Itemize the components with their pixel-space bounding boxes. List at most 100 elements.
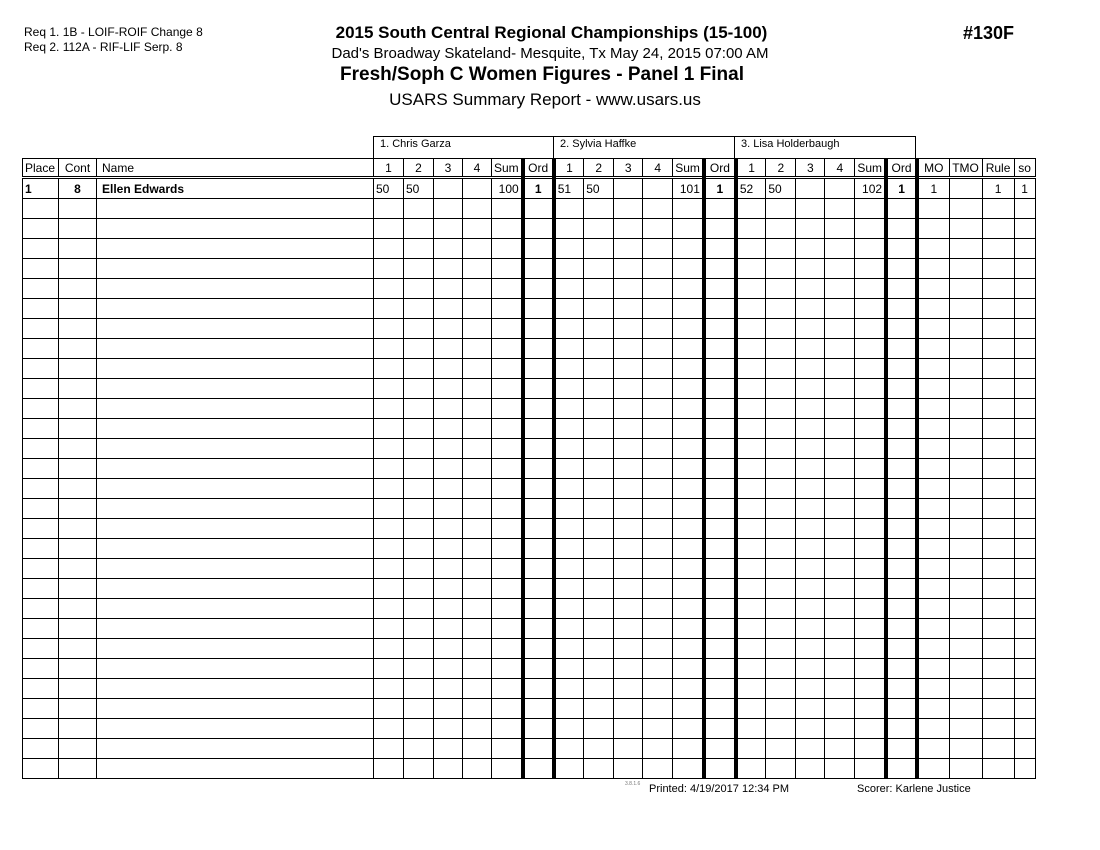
place-cell [22, 498, 59, 519]
judge-1-score-4 [490, 718, 524, 739]
judge-1-score-5 [520, 598, 555, 619]
table-row [22, 338, 1036, 359]
so-cell [1013, 558, 1036, 579]
judge-1-score-3 [462, 198, 492, 219]
judge-3-score-0 [733, 738, 767, 759]
judge-1-score-0 [373, 558, 404, 579]
judge-1-score-1 [403, 198, 434, 219]
judge-2-score-2 [613, 578, 644, 599]
judge-2-score-5 [701, 298, 737, 319]
tmo-cell [948, 378, 983, 399]
col-header-mo: MO [915, 158, 950, 179]
judge-1-score-0 [373, 358, 404, 379]
judge-2-score-5 [701, 418, 737, 439]
judge-3-score-0: 52 [733, 177, 767, 199]
judge-2-score-1 [583, 418, 615, 439]
judge-1-score-4 [490, 378, 524, 399]
judge-1-score-0 [373, 278, 404, 299]
judge-1-score-2 [433, 258, 463, 279]
judge-2-score-1 [583, 558, 615, 579]
judge-3-score-4 [854, 718, 887, 739]
name-cell [96, 358, 374, 379]
judge-1-score-5 [520, 618, 555, 639]
judge-2-score-2 [613, 458, 644, 479]
table-row [22, 378, 1036, 399]
rule-cell [981, 458, 1015, 479]
judge-3-score-5 [884, 718, 918, 739]
col-header-judge-1-3: 4 [462, 158, 492, 179]
judge-1-score-2 [433, 718, 463, 739]
judge-2-score-1 [583, 738, 615, 759]
judge-2-score-0 [551, 358, 585, 379]
judge-2-score-1 [583, 438, 615, 459]
tmo-cell [948, 718, 983, 739]
judge-2-score-2 [613, 198, 644, 219]
judge-1-score-4 [490, 578, 524, 599]
judge-1-score-5 [520, 638, 555, 659]
judge-2-score-3 [642, 358, 674, 379]
judge-1-score-5 [520, 318, 555, 339]
so-cell [1013, 518, 1036, 539]
judge-3-score-0 [733, 358, 767, 379]
judge-1-score-0 [373, 498, 404, 519]
judge-2-score-3 [642, 598, 674, 619]
judge-1-score-0 [373, 418, 404, 439]
mo-cell [915, 538, 950, 559]
judge-1-score-1 [403, 538, 434, 559]
name-cell [96, 738, 374, 759]
tmo-cell [948, 298, 983, 319]
judge-2-score-3 [642, 498, 674, 519]
judge-2-score-0 [551, 498, 585, 519]
judge-2-score-0 [551, 398, 585, 419]
so-cell [1013, 478, 1036, 499]
judge-1-score-2 [433, 758, 463, 779]
judge-1-score-3 [462, 438, 492, 459]
judge-3-score-3 [824, 177, 856, 199]
judge-1-score-4 [490, 658, 524, 679]
judge-1-score-2 [433, 478, 463, 499]
judge-3-score-0 [733, 238, 767, 259]
rule-cell [981, 658, 1015, 679]
judge-2-score-5 [701, 478, 737, 499]
so-cell [1013, 298, 1036, 319]
judge-3-score-5 [884, 458, 918, 479]
judge-2-score-5 [701, 518, 737, 539]
judge-3-score-1 [765, 218, 797, 239]
judge-1-score-4 [490, 418, 524, 439]
col-header-judge-2-4: Sum [672, 158, 705, 179]
judge-3-score-2 [795, 418, 826, 439]
judge-1-score-2 [433, 578, 463, 599]
rule-cell [981, 418, 1015, 439]
judge-3-score-5 [884, 258, 918, 279]
tmo-cell [948, 578, 983, 599]
judge-1-score-1 [403, 258, 434, 279]
judge-3-score-0 [733, 318, 767, 339]
name-cell [96, 698, 374, 719]
judge-3-score-3 [824, 578, 856, 599]
judge-3-score-1 [765, 598, 797, 619]
place-cell [22, 538, 59, 559]
judge-3-score-2 [795, 578, 826, 599]
judge-3-score-3 [824, 558, 856, 579]
table-row [22, 658, 1036, 679]
judge-3-score-0 [733, 658, 767, 679]
judge-2-score-0 [551, 338, 585, 359]
judge-1-score-1 [403, 718, 434, 739]
mo-cell [915, 598, 950, 619]
judge-2-score-1 [583, 758, 615, 779]
judge-3-score-4 [854, 398, 887, 419]
judge-3-score-3 [824, 698, 856, 719]
judge-3-score-5 [884, 698, 918, 719]
judge-1-score-4 [490, 498, 524, 519]
judge-2-score-1 [583, 478, 615, 499]
judge-3-score-2 [795, 198, 826, 219]
judge-3-score-4 [854, 558, 887, 579]
judge-3-score-2 [795, 518, 826, 539]
cont-cell [58, 718, 97, 739]
so-cell [1013, 198, 1036, 219]
judge-1-score-4: 100 [490, 177, 524, 199]
event-name: Fresh/Soph C Women Figures - Panel 1 Fin… [340, 64, 744, 85]
judge-1-score-0 [373, 338, 404, 359]
judge-3-score-4 [854, 678, 887, 699]
judge-2-score-2 [613, 318, 644, 339]
